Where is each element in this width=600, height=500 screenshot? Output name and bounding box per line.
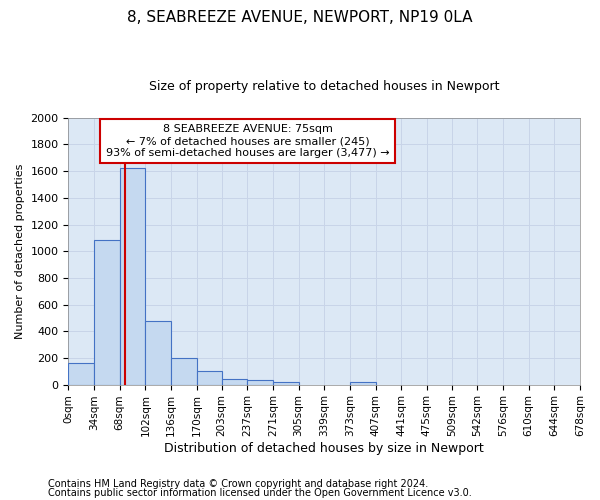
Text: Contains HM Land Registry data © Crown copyright and database right 2024.: Contains HM Land Registry data © Crown c… [48,479,428,489]
Bar [273,382,299,384]
Bar [171,358,197,384]
Bar [68,362,94,384]
Bar [145,320,171,384]
Bar [221,378,247,384]
Title: Size of property relative to detached houses in Newport: Size of property relative to detached ho… [149,80,499,93]
Bar [94,240,120,384]
Bar [350,382,376,384]
Text: 8, SEABREEZE AVENUE, NEWPORT, NP19 0LA: 8, SEABREEZE AVENUE, NEWPORT, NP19 0LA [127,10,473,25]
Bar [197,372,221,384]
Y-axis label: Number of detached properties: Number of detached properties [15,164,25,339]
Text: 8 SEABREEZE AVENUE: 75sqm
← 7% of detached houses are smaller (245)
93% of semi-: 8 SEABREEZE AVENUE: 75sqm ← 7% of detach… [106,124,389,158]
Bar [247,380,273,384]
X-axis label: Distribution of detached houses by size in Newport: Distribution of detached houses by size … [164,442,484,455]
Bar [120,168,145,384]
Text: Contains public sector information licensed under the Open Government Licence v3: Contains public sector information licen… [48,488,472,498]
